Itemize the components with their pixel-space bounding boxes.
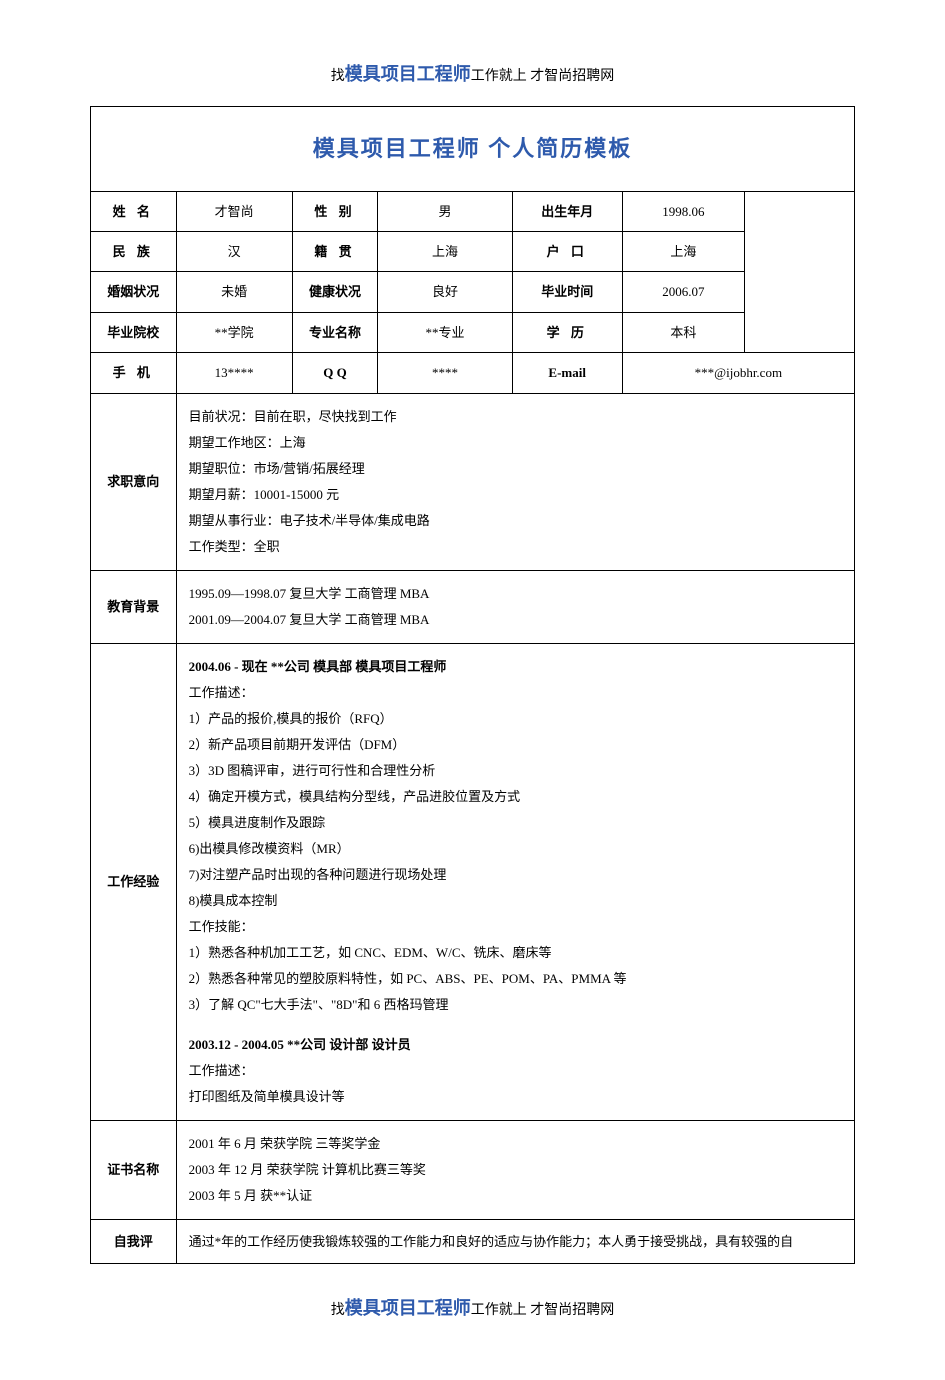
work-line: 8)模具成本控制 — [189, 888, 842, 914]
footer-prefix: 找 — [331, 1303, 345, 1318]
work-line: 2）新产品项目前期开发评估（DFM） — [189, 732, 842, 758]
education-content: 1995.09—1998.07 复旦大学 工商管理 MBA 2001.09—20… — [176, 570, 854, 643]
gender-value: 男 — [378, 191, 512, 231]
basic-row-5: 手 机 13**** Q Q **** E-mail ***@ijobhr.co… — [91, 353, 855, 393]
intent-line: 目前状况：目前在职，尽快找到工作 — [189, 404, 842, 430]
gradtime-value: 2006.07 — [622, 272, 744, 312]
cert-label: 证书名称 — [91, 1120, 177, 1219]
education-line: 1995.09—1998.07 复旦大学 工商管理 MBA — [189, 581, 842, 607]
header-suffix: 工作就上 才智尚招聘网 — [471, 69, 615, 84]
photo-cell — [744, 191, 854, 353]
basic-row-1: 姓 名 才智尚 性 别 男 出生年月 1998.06 — [91, 191, 855, 231]
work-line: 2）熟悉各种常见的塑胶原料特性，如 PC、ABS、PE、POM、PA、PMMA … — [189, 966, 842, 992]
hukou-value: 上海 — [622, 231, 744, 271]
work-line: 工作描述： — [189, 1058, 842, 1084]
basic-row-2: 民 族 汉 籍 贯 上海 户 口 上海 — [91, 231, 855, 271]
hukou-label: 户 口 — [512, 231, 622, 271]
work-line: 3）了解 QC"七大手法"、"8D"和 6 西格玛管理 — [189, 992, 842, 1018]
marital-value: 未婚 — [176, 272, 292, 312]
name-label: 姓 名 — [91, 191, 177, 231]
intent-row: 求职意向 目前状况：目前在职，尽快找到工作 期望工作地区：上海 期望职位：市场/… — [91, 393, 855, 570]
edu-value: 本科 — [622, 312, 744, 352]
marital-label: 婚姻状况 — [91, 272, 177, 312]
resume-table: 模具项目工程师 个人简历模板 姓 名 才智尚 性 别 男 出生年月 1998.0… — [90, 106, 855, 1264]
work-line: 工作技能： — [189, 914, 842, 940]
health-value: 良好 — [378, 272, 512, 312]
intent-content: 目前状况：目前在职，尽快找到工作 期望工作地区：上海 期望职位：市场/营销/拓展… — [176, 393, 854, 570]
footer-suffix: 工作就上 才智尚招聘网 — [471, 1303, 615, 1318]
cert-content: 2001 年 6 月 荣获学院 三等奖学金 2003 年 12 月 荣获学院 计… — [176, 1120, 854, 1219]
school-value: **学院 — [176, 312, 292, 352]
selfeval-content: 通过*年的工作经历使我锻炼较强的工作能力和良好的适应与协作能力；本人勇于接受挑战… — [176, 1219, 854, 1263]
birth-label: 出生年月 — [512, 191, 622, 231]
basic-row-4: 毕业院校 **学院 专业名称 **专业 学 历 本科 — [91, 312, 855, 352]
intent-line: 工作类型：全职 — [189, 534, 842, 560]
major-label: 专业名称 — [292, 312, 378, 352]
edu-label: 学 历 — [512, 312, 622, 352]
intent-line: 期望职位：市场/营销/拓展经理 — [189, 456, 842, 482]
gender-label: 性 别 — [292, 191, 378, 231]
birth-value: 1998.06 — [622, 191, 744, 231]
education-label: 教育背景 — [91, 570, 177, 643]
work-line: 5）模具进度制作及跟踪 — [189, 810, 842, 836]
cert-row: 证书名称 2001 年 6 月 荣获学院 三等奖学金 2003 年 12 月 荣… — [91, 1120, 855, 1219]
work-line: 6)出模具修改模资料（MR） — [189, 836, 842, 862]
intent-label: 求职意向 — [91, 393, 177, 570]
health-label: 健康状况 — [292, 272, 378, 312]
school-label: 毕业院校 — [91, 312, 177, 352]
title-text: 模具项目工程师 个人简历模板 — [313, 136, 633, 161]
major-value: **专业 — [378, 312, 512, 352]
native-label: 籍 贯 — [292, 231, 378, 271]
selfeval-row: 自我评 通过*年的工作经历使我锻炼较强的工作能力和良好的适应与协作能力；本人勇于… — [91, 1219, 855, 1263]
header-highlight: 模具项目工程师 — [345, 64, 471, 84]
education-row: 教育背景 1995.09—1998.07 复旦大学 工商管理 MBA 2001.… — [91, 570, 855, 643]
intent-line: 期望工作地区：上海 — [189, 430, 842, 456]
qq-label: Q Q — [292, 353, 378, 393]
work-line: 7)对注塑产品时出现的各种问题进行现场处理 — [189, 862, 842, 888]
work-label: 工作经验 — [91, 643, 177, 1120]
intent-line: 期望月薪：10001-15000 元 — [189, 482, 842, 508]
selfeval-label: 自我评 — [91, 1219, 177, 1263]
email-value: ***@ijobhr.com — [622, 353, 854, 393]
name-value: 才智尚 — [176, 191, 292, 231]
qq-value: **** — [378, 353, 512, 393]
work-row: 工作经验 2004.06 - 现在 **公司 模具部 模具项目工程师 工作描述：… — [91, 643, 855, 1120]
work-line: 3）3D 图稿评审，进行可行性和合理性分析 — [189, 758, 842, 784]
ethnic-value: 汉 — [176, 231, 292, 271]
cert-line: 2001 年 6 月 荣获学院 三等奖学金 — [189, 1131, 842, 1157]
basic-row-3: 婚姻状况 未婚 健康状况 良好 毕业时间 2006.07 — [91, 272, 855, 312]
work-line: 打印图纸及简单模具设计等 — [189, 1084, 842, 1110]
work-line: 4）确定开模方式，模具结构分型线，产品进胶位置及方式 — [189, 784, 842, 810]
cert-line: 2003 年 5 月 获**认证 — [189, 1183, 842, 1209]
education-line: 2001.09—2004.07 复旦大学 工商管理 MBA — [189, 607, 842, 633]
cert-line: 2003 年 12 月 荣获学院 计算机比赛三等奖 — [189, 1157, 842, 1183]
gradtime-label: 毕业时间 — [512, 272, 622, 312]
work-line: 1）产品的报价,模具的报价（RFQ） — [189, 706, 842, 732]
title-cell: 模具项目工程师 个人简历模板 — [91, 107, 855, 192]
footer-line: 找模具项目工程师工作就上 才智尚招聘网 — [90, 1294, 855, 1320]
email-label: E-mail — [512, 353, 622, 393]
footer-highlight: 模具项目工程师 — [345, 1298, 471, 1318]
spacer — [189, 1018, 842, 1032]
work-line: 工作描述： — [189, 680, 842, 706]
header-prefix: 找 — [331, 69, 345, 84]
job1-header: 2004.06 - 现在 **公司 模具部 模具项目工程师 — [189, 654, 842, 680]
intent-line: 期望从事行业：电子技术/半导体/集成电路 — [189, 508, 842, 534]
title-row: 模具项目工程师 个人简历模板 — [91, 107, 855, 192]
job2-header: 2003.12 - 2004.05 **公司 设计部 设计员 — [189, 1032, 842, 1058]
phone-label: 手 机 — [91, 353, 177, 393]
native-value: 上海 — [378, 231, 512, 271]
work-content: 2004.06 - 现在 **公司 模具部 模具项目工程师 工作描述： 1）产品… — [176, 643, 854, 1120]
phone-value: 13**** — [176, 353, 292, 393]
ethnic-label: 民 族 — [91, 231, 177, 271]
header-line: 找模具项目工程师工作就上 才智尚招聘网 — [90, 60, 855, 86]
work-line: 1）熟悉各种机加工工艺，如 CNC、EDM、W/C、铣床、磨床等 — [189, 940, 842, 966]
